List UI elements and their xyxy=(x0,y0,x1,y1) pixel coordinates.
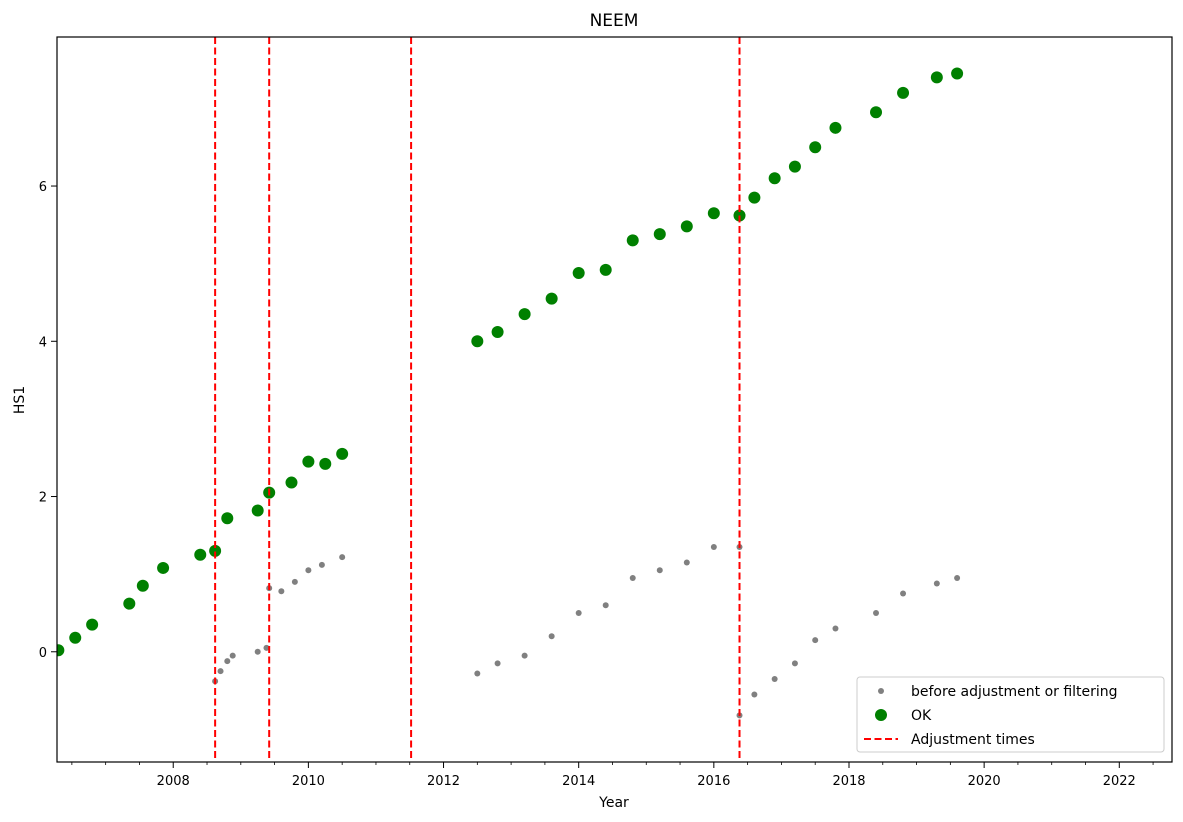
before-adjustment-point xyxy=(629,575,636,582)
ok-point xyxy=(123,597,136,610)
ok-point xyxy=(809,141,822,154)
ok-point xyxy=(897,86,910,99)
before-adjustment-point xyxy=(751,691,758,698)
ok-point xyxy=(209,544,222,557)
y-tick-label: 2 xyxy=(39,491,47,506)
ok-point xyxy=(599,263,612,276)
plot-area xyxy=(56,36,1173,763)
before-adjustment-point xyxy=(521,652,528,659)
ok-point xyxy=(319,457,332,470)
before-adjustment-point xyxy=(263,644,270,651)
ok-point xyxy=(136,579,149,592)
ok-point xyxy=(221,512,234,525)
ok-point xyxy=(518,308,531,321)
y-tick-label: 6 xyxy=(39,180,47,195)
ok-point xyxy=(491,325,504,338)
before-adjustment-point xyxy=(254,648,261,655)
ok-point xyxy=(707,207,720,220)
before-adjustment-point xyxy=(318,561,325,568)
before-adjustment-point xyxy=(602,602,609,609)
x-tick-label: 2016 xyxy=(697,774,730,789)
x-axis-label: Year xyxy=(598,795,629,811)
ok-point xyxy=(336,447,349,460)
before-adjustment-point xyxy=(710,543,717,550)
ok-point xyxy=(626,234,639,247)
before-adjustment-point xyxy=(278,588,285,595)
y-axis-label: HS1 xyxy=(12,386,28,414)
x-tick-label: 2010 xyxy=(292,774,325,789)
x-tick-label: 2014 xyxy=(562,774,595,789)
legend-label: Adjustment times xyxy=(911,732,1035,748)
before-adjustment-point xyxy=(954,575,961,582)
ok-point xyxy=(951,67,964,80)
before-adjustment-point xyxy=(873,609,880,616)
legend-marker-ok xyxy=(875,709,887,721)
before-adjustment-point xyxy=(812,637,819,644)
x-tick-label: 2020 xyxy=(968,774,1001,789)
ok-point xyxy=(788,160,801,173)
before-adjustment-point xyxy=(933,580,940,587)
legend-frame xyxy=(856,676,1165,753)
before-adjustment-point xyxy=(791,660,798,667)
before-adjustment-point xyxy=(548,633,555,640)
ok-point xyxy=(285,476,298,489)
before-adjustment-point xyxy=(474,670,481,677)
ok-point xyxy=(829,121,842,134)
y-axis: 0 2 4 6 xyxy=(39,180,57,661)
before-adjustment-point xyxy=(291,578,298,585)
before-adjustment-point xyxy=(217,668,224,675)
ok-point xyxy=(748,191,761,204)
before-adjustment-point xyxy=(305,567,312,574)
x-axis: 2008 2010 2012 2014 2016 2018 2020 2022 xyxy=(71,762,1154,789)
ok-point xyxy=(302,455,315,468)
legend-label: before adjustment or filtering xyxy=(911,684,1118,700)
ok-point xyxy=(86,618,99,631)
ok-point xyxy=(157,561,170,574)
ok-point xyxy=(57,644,65,657)
legend-marker-before-adjustment xyxy=(878,688,884,694)
x-tick-label: 2022 xyxy=(1103,774,1136,789)
before-adjustment-point xyxy=(229,652,236,659)
ok-point xyxy=(870,106,883,119)
ok-point xyxy=(194,548,207,561)
before-adjustment-point xyxy=(683,559,690,566)
before-adjustment-point xyxy=(339,554,346,561)
ok-point xyxy=(930,71,943,84)
ok-point xyxy=(653,228,666,241)
y-tick-label: 4 xyxy=(39,335,47,350)
before-adjustment-point xyxy=(575,609,582,616)
x-tick-label: 2008 xyxy=(157,774,190,789)
before-adjustment-point xyxy=(771,675,778,682)
legend-label: OK xyxy=(911,708,932,724)
legend: before adjustment or filtering OK Adjustme… xyxy=(856,676,1165,753)
y-tick-label: 0 xyxy=(39,646,47,661)
x-tick-label: 2018 xyxy=(832,774,865,789)
ok-point xyxy=(251,504,264,517)
x-tick-label: 2012 xyxy=(427,774,460,789)
ok-point xyxy=(768,172,781,185)
ok-point xyxy=(69,631,82,644)
ok-point xyxy=(680,220,693,233)
before-adjustment-point xyxy=(832,625,839,632)
before-adjustment-point xyxy=(494,660,501,667)
plot-frame xyxy=(56,36,1173,763)
ok-point xyxy=(572,266,585,279)
ok-point xyxy=(545,292,558,305)
before-adjustment-point xyxy=(656,567,663,574)
before-adjustment-point xyxy=(224,658,231,665)
before-adjustment-point xyxy=(900,590,907,597)
ok-point xyxy=(471,335,484,348)
chart-title: NEEM xyxy=(590,11,639,31)
